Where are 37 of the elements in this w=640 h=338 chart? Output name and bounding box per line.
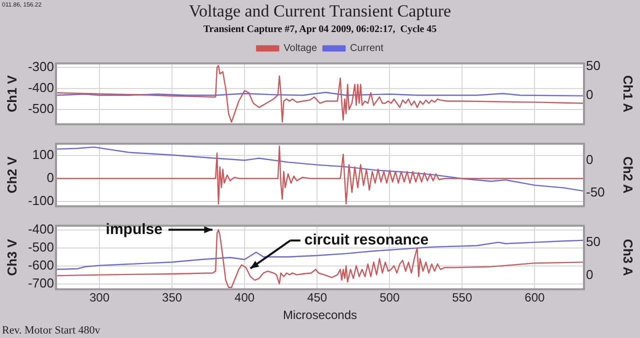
text: Rev. Motor Start 480v xyxy=(2,324,101,336)
y2-axis-title: Ch2 A xyxy=(620,156,636,194)
x-tick-label: 450 xyxy=(307,290,328,305)
y-tick-label: 0 xyxy=(46,170,54,186)
y2-tick-label: 50 xyxy=(586,234,600,249)
legend-label: Current xyxy=(350,43,384,54)
y-tick-label: -500 xyxy=(28,239,54,254)
x-tick-label: 350 xyxy=(162,290,182,305)
annotation: circuit resonance xyxy=(304,232,429,249)
y2-tick-label: 0 xyxy=(586,86,594,102)
y-tick-label: -600 xyxy=(28,257,54,272)
chart-title: Voltage and Current Transient Capture xyxy=(188,2,452,21)
y-axis-title: Ch3 V xyxy=(4,238,20,276)
y-tick-label: -100 xyxy=(28,193,54,208)
y-axis-title: Ch2 V xyxy=(4,156,20,194)
y2-axis-title: Ch1 A xyxy=(620,75,636,113)
x-tick-label: 600 xyxy=(524,290,546,305)
y-tick-label: -300 xyxy=(28,59,54,74)
x-tick-label: 550 xyxy=(452,290,472,305)
y2-tick-label: 0 xyxy=(586,152,594,167)
y-tick-label: -500 xyxy=(28,101,54,116)
annotation: impulse xyxy=(106,220,162,238)
y2-axis-title: Ch3 A xyxy=(620,238,636,277)
y-tick-label: -400 xyxy=(28,80,54,96)
y2-tick-label: 0 xyxy=(586,266,594,282)
x-axis-title: Microseconds xyxy=(282,308,358,322)
x-tick-label: 400 xyxy=(234,290,255,305)
y2-tick-label: -50 xyxy=(586,184,605,200)
y-tick-label: 100 xyxy=(32,146,54,162)
x-tick-label: 500 xyxy=(380,290,400,305)
y-axis-title: Ch1 V xyxy=(4,75,20,112)
y-tick-label: -700 xyxy=(28,275,54,290)
y-tick-label: -400 xyxy=(28,221,54,236)
chart-subtitle: Transient Capture #7, Apr 04 2009, 06:02:17, Cycle 45 xyxy=(203,24,437,35)
x-tick-label: 300 xyxy=(90,290,110,305)
legend-label: Voltage xyxy=(284,43,318,54)
y2-tick-label: 50 xyxy=(586,58,600,73)
